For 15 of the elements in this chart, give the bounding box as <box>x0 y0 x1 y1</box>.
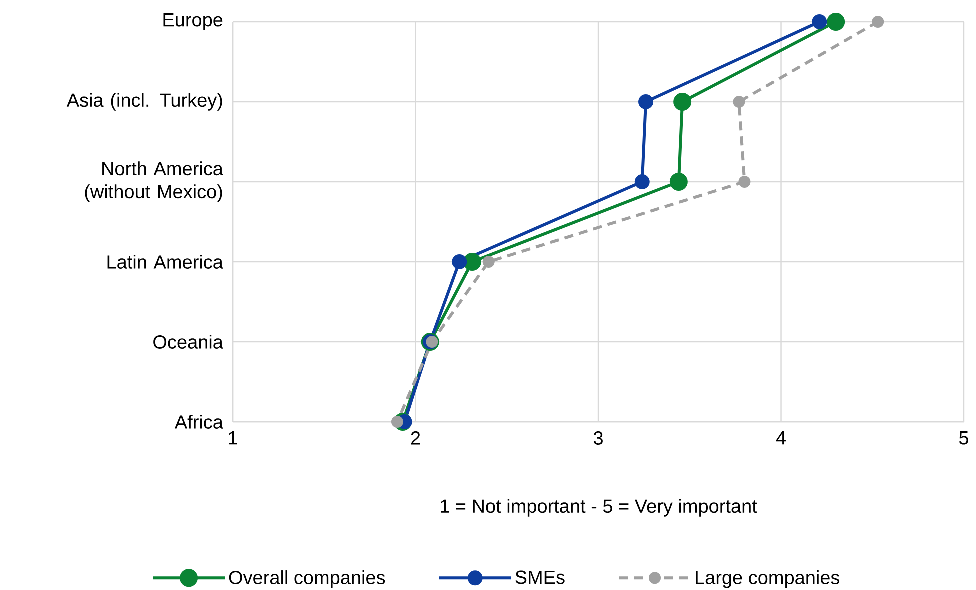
x-tick-label: 2 <box>411 432 420 445</box>
legend-label: Overall companies <box>229 570 386 588</box>
x-tick-label: 3 <box>594 432 603 445</box>
x-tick-label: 5 <box>959 432 968 445</box>
y-tick-label: North America (without Mexico) <box>85 162 224 202</box>
y-tick-label: Asia (incl. Turkey) <box>66 93 222 111</box>
x-tick-label: 4 <box>776 432 786 445</box>
legend-label: SMEs <box>516 570 565 584</box>
x-tick-label: 1 <box>229 432 238 445</box>
y-tick-label: Oceania <box>154 335 224 349</box>
y-tick-label: Africa <box>174 415 224 429</box>
y-tick-label: Latin America <box>108 255 224 269</box>
y-tick-label: Europe <box>164 14 223 31</box>
legend-label: Large companies <box>696 570 840 588</box>
x-axis-title: 1 = Not important - 5 = Very important <box>441 499 758 517</box>
